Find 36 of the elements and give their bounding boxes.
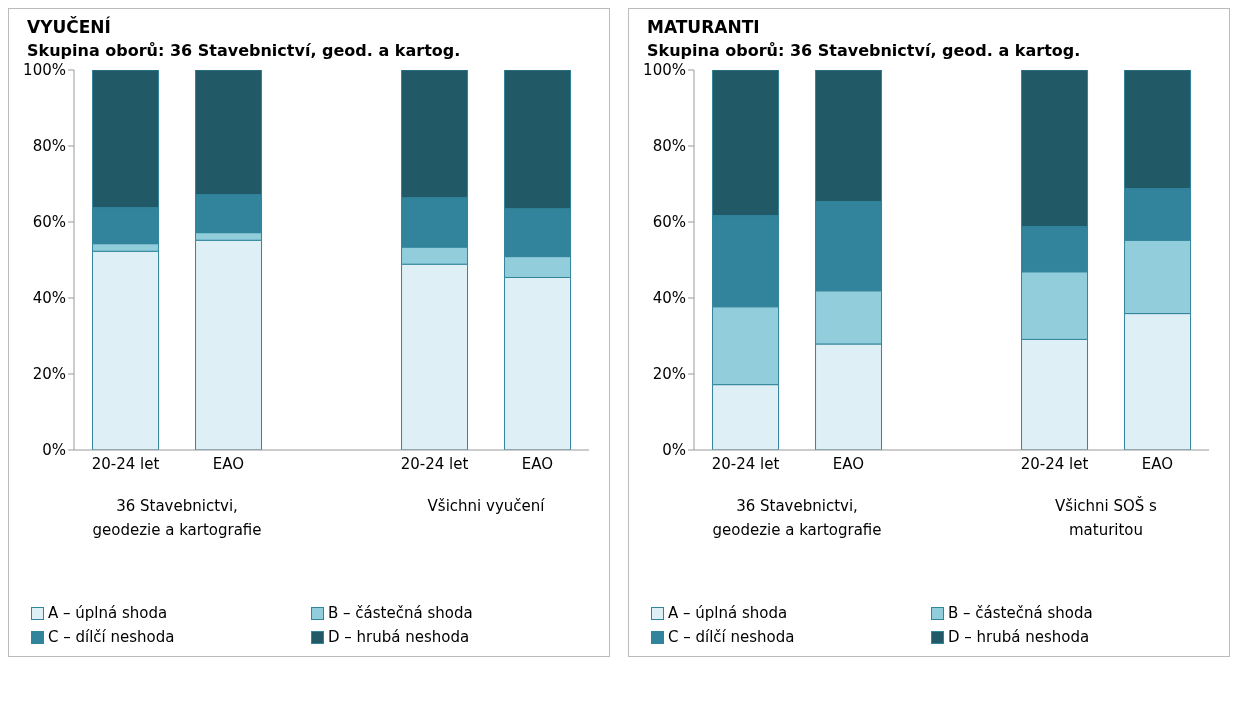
x-tick-label: 20-24 let — [400, 454, 469, 473]
text: 36 Stavebnictvi, geodezie a kartografie — [91, 496, 263, 541]
x-tick-label: EAO — [521, 454, 554, 473]
y-tick-label: 40% — [32, 289, 66, 308]
x-tick-label: 20-24 let — [711, 454, 780, 473]
y-tick-label: 20% — [32, 365, 66, 384]
chart-title: MATURANTI — [647, 17, 761, 37]
text: Všichni SOŠ s maturitou — [1054, 495, 1158, 541]
legend-label: C – dílčí neshoda — [668, 628, 795, 646]
text: 36 Stavebnictvi, geodezie a kartografie — [711, 496, 883, 541]
x-tick-label: 20-24 let — [91, 454, 160, 473]
legend-label: D – hrubá neshoda — [948, 628, 1090, 646]
legend-label: B – částečná shoda — [328, 604, 473, 622]
y-tick-label: 20% — [652, 365, 686, 384]
x-tick-label: 20-24 let — [1020, 454, 1089, 473]
y-tick-label: 60% — [32, 213, 66, 232]
legend-label: A – úplná shoda — [668, 604, 788, 622]
text: Všichni vyučení — [426, 496, 546, 517]
y-tick-label: 80% — [652, 137, 686, 156]
y-tick-label: 0% — [662, 441, 686, 460]
chart-subtitle: Skupina oborů: 36 Stavebnictví, geod. a kartog. — [27, 41, 462, 60]
chart-subtitle: Skupina oborů: 36 Stavebnictví, geod. a kartog. — [647, 41, 1082, 60]
y-tick-label: 100% — [643, 61, 686, 80]
legend-label: A – úplná shoda — [48, 604, 168, 622]
y-tick-label: 0% — [42, 441, 66, 460]
legend-label: D – hrubá neshoda — [328, 628, 470, 646]
legend-label: C – dílčí neshoda — [48, 628, 175, 646]
y-tick-label: 100% — [23, 61, 66, 80]
x-tick-label: EAO — [1141, 454, 1174, 473]
y-tick-label: 80% — [32, 137, 66, 156]
x-tick-label: EAO — [832, 454, 865, 473]
legend-label: B – částečná shoda — [948, 604, 1093, 622]
y-tick-label: 40% — [652, 289, 686, 308]
chart-title: VYUČENÍ — [27, 17, 112, 37]
x-tick-label: EAO — [212, 454, 245, 473]
y-tick-label: 60% — [652, 213, 686, 232]
